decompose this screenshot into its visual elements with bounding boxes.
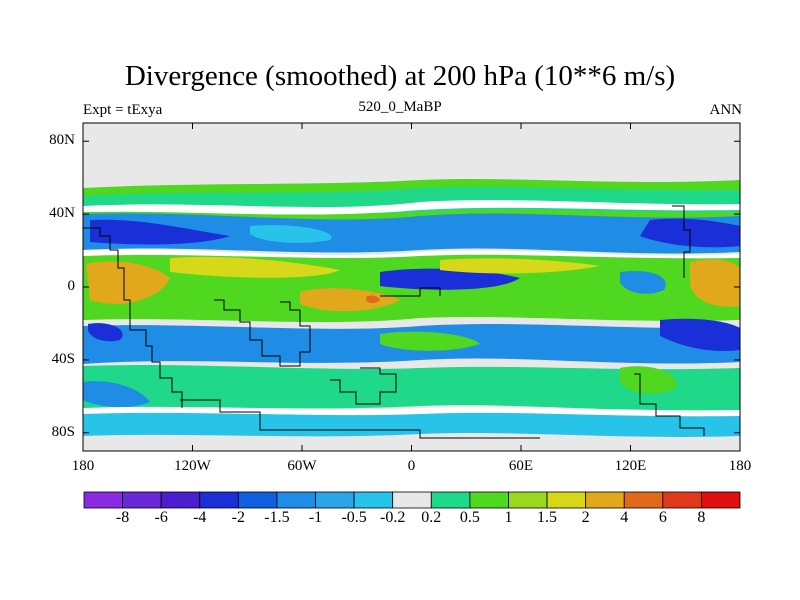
field-cell-8: [380, 268, 520, 290]
y-tick-label: 80N: [49, 132, 75, 149]
field-cell-12: [660, 318, 740, 352]
colorbar-swatch: [276, 491, 316, 509]
x-ticks: [82, 123, 741, 451]
colorbar-swatch: [392, 491, 432, 509]
colorbar-swatch: [122, 491, 162, 509]
colorbar-label: -2: [231, 509, 245, 526]
colorbar-swatch: [546, 491, 587, 509]
field-cell-10: [690, 259, 740, 307]
colorbar-swatch: [623, 491, 664, 509]
x-tick-label: 180: [71, 458, 95, 474]
colorbar-label: -8: [115, 509, 130, 526]
colorbar-swatch: [160, 491, 201, 509]
colorbar-swatch: [199, 491, 239, 509]
coast-antarctica: [180, 399, 540, 439]
coast-india: [380, 287, 441, 297]
x-tick-label: 0: [407, 458, 416, 474]
coast-asia: [672, 205, 691, 278]
chart-title: Divergence (smoothed) at 200 hPa (10**6 …: [124, 60, 676, 92]
y-ticks: [83, 140, 740, 434]
colorbar-swatch: [83, 491, 123, 509]
coast-antarctic-peninsula: [330, 367, 397, 405]
colorbar-label: 1.5: [537, 509, 558, 526]
colorbar-label: -1: [308, 509, 323, 526]
field-cell-13: [88, 323, 123, 342]
colorbar-label: -6: [154, 509, 168, 526]
field-cell-15: [620, 366, 677, 394]
x-tick-label: 120W: [174, 458, 211, 474]
colorbar-label: 6: [658, 509, 667, 526]
field-cell-5: [170, 256, 340, 278]
field-cell-16: [83, 381, 150, 408]
colorbar-swatch: [315, 491, 355, 509]
field-cell-7: [366, 295, 380, 303]
y-tick-label: 40S: [51, 350, 75, 367]
x-tick-label: 180: [728, 458, 752, 474]
coastlines: [83, 205, 705, 439]
colorbar-label: 0.2: [421, 509, 442, 526]
x-tick-label: 120E: [614, 458, 647, 474]
coast-africa: [214, 299, 311, 367]
colorbar-label: 1: [504, 509, 513, 526]
colorbar-label: -0.5: [341, 509, 367, 526]
colorbar-swatch: [701, 491, 741, 509]
colorbar-label: -4: [193, 509, 207, 526]
divergence-field: [83, 123, 740, 451]
season-label: ANN: [709, 102, 743, 118]
colorbar-label: 0.5: [459, 509, 480, 526]
coast-australia: [634, 373, 705, 436]
colorbar-label: 4: [620, 509, 629, 526]
field-cell-1: [90, 219, 230, 245]
field-band-south: [83, 365, 740, 411]
colorbar-label: -1.5: [264, 509, 290, 526]
colorbar-label: 8: [697, 509, 706, 526]
field-cell-11: [620, 270, 666, 294]
y-tick-label: 80S: [51, 423, 75, 440]
colorbar-swatch: [508, 491, 548, 509]
x-tick-label: 60W: [287, 458, 317, 474]
y-tick-label: 0: [67, 278, 76, 294]
field-cell-6: [300, 288, 400, 312]
colorbar: [83, 491, 741, 509]
colorbar-swatch: [237, 491, 278, 509]
colorbar-swatch: [662, 491, 702, 509]
field-cell-14: [380, 331, 480, 351]
colorbar-swatch: [469, 491, 509, 509]
field-gap-45n: [83, 200, 740, 215]
colorbar-label: -0.2: [380, 509, 406, 526]
run-label: 520_0_MaBP: [358, 99, 442, 115]
field-cell-9: [440, 258, 600, 274]
colorbar-swatch: [585, 491, 625, 509]
field-band-subtropic-north: [83, 213, 740, 254]
field-gap-20s: [83, 317, 740, 330]
field-cell-3: [250, 225, 332, 243]
colorbar-swatch: [430, 491, 471, 509]
x-tick-label: 60E: [508, 458, 534, 474]
field-band-polar: [83, 412, 740, 437]
colorbar-label: 2: [581, 509, 590, 526]
coast-america: [83, 227, 183, 408]
field-cell-4: [86, 261, 170, 304]
y-tick-label: 40N: [49, 205, 75, 222]
colorbar-swatch: [353, 491, 394, 509]
experiment-label: Expt = tExya: [83, 102, 163, 118]
